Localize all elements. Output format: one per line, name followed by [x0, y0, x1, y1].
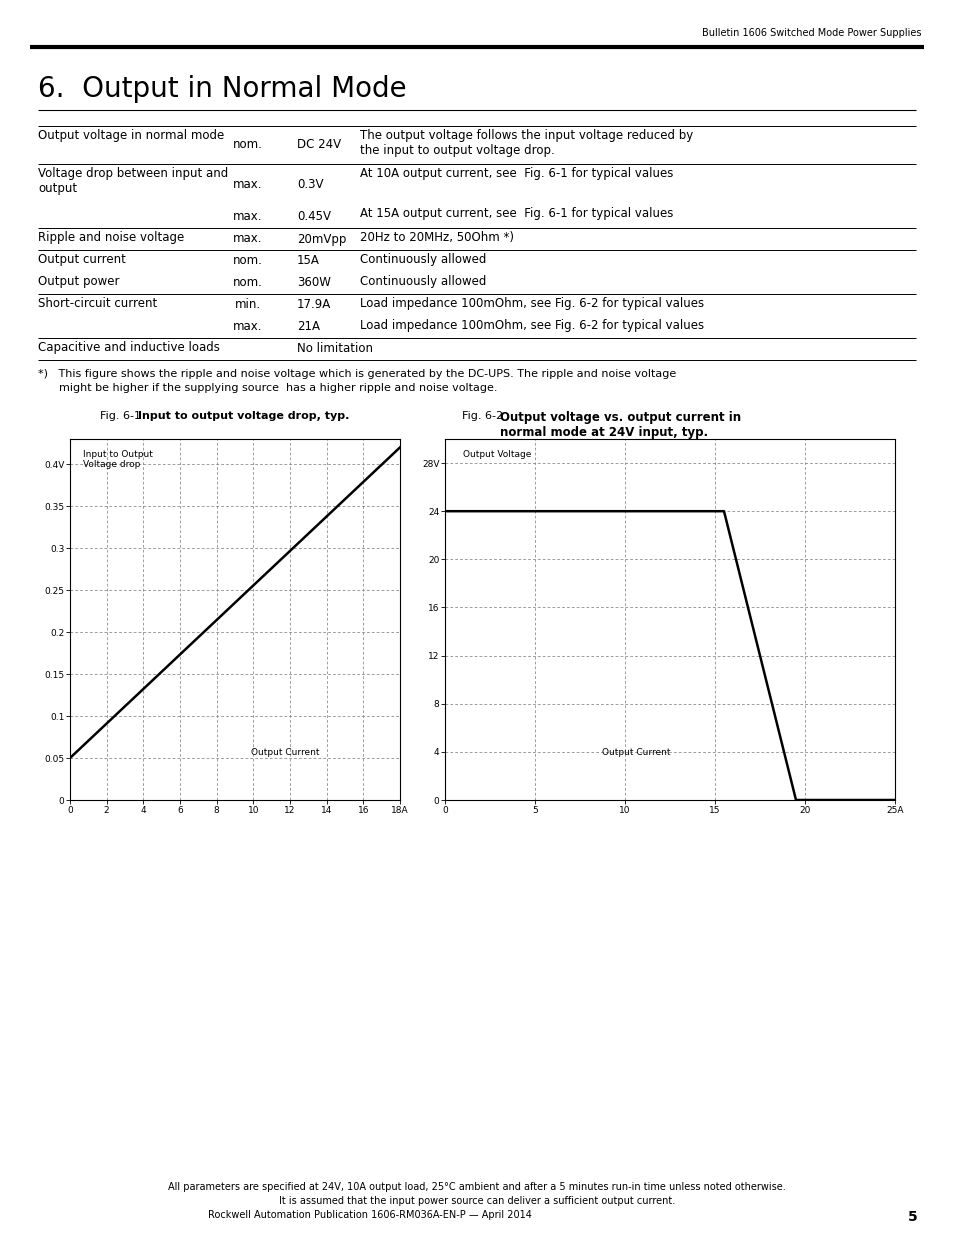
Text: Short-circuit current: Short-circuit current	[38, 296, 157, 310]
Text: nom.: nom.	[233, 277, 263, 289]
Text: 20Hz to 20MHz, 50Ohm *): 20Hz to 20MHz, 50Ohm *)	[359, 231, 514, 245]
Text: Voltage drop between input and
output: Voltage drop between input and output	[38, 167, 228, 195]
Text: min.: min.	[234, 299, 261, 311]
Text: Capacitive and inductive loads: Capacitive and inductive loads	[38, 341, 219, 354]
Text: Continuously allowed: Continuously allowed	[359, 275, 486, 288]
Text: 6.  Output in Normal Mode: 6. Output in Normal Mode	[38, 75, 406, 103]
Text: Output power: Output power	[38, 275, 119, 288]
Text: 0.45V: 0.45V	[296, 210, 331, 222]
Text: Fig. 6-1: Fig. 6-1	[100, 411, 148, 421]
Text: Input to Output
Voltage drop: Input to Output Voltage drop	[83, 450, 152, 469]
Text: Output voltage in normal mode: Output voltage in normal mode	[38, 128, 224, 142]
Text: Fig. 6-2: Fig. 6-2	[461, 411, 510, 421]
Text: All parameters are specified at 24V, 10A output load, 25°C ambient and after a 5: All parameters are specified at 24V, 10A…	[168, 1182, 785, 1192]
Text: DC 24V: DC 24V	[296, 138, 341, 152]
Text: 5: 5	[907, 1210, 917, 1224]
Text: *)   This figure shows the ripple and noise voltage which is generated by the DC: *) This figure shows the ripple and nois…	[38, 369, 676, 379]
Text: Output current: Output current	[38, 253, 126, 266]
Text: max.: max.	[233, 210, 262, 222]
Text: max.: max.	[233, 321, 262, 333]
Text: The output voltage follows the input voltage reduced by
the input to output volt: The output voltage follows the input vol…	[359, 128, 693, 157]
Text: At 15A output current, see  Fig. 6-1 for typical values: At 15A output current, see Fig. 6-1 for …	[359, 207, 673, 220]
Text: No limitation: No limitation	[296, 342, 373, 356]
Text: nom.: nom.	[233, 254, 263, 268]
Text: Output Voltage: Output Voltage	[462, 450, 531, 459]
Text: At 10A output current, see  Fig. 6-1 for typical values: At 10A output current, see Fig. 6-1 for …	[359, 167, 673, 180]
Text: It is assumed that the input power source can deliver a sufficient output curren: It is assumed that the input power sourc…	[278, 1195, 675, 1207]
Text: might be higher if the supplying source  has a higher ripple and noise voltage.: might be higher if the supplying source …	[38, 383, 497, 393]
Text: Load impedance 100mOhm, see Fig. 6-2 for typical values: Load impedance 100mOhm, see Fig. 6-2 for…	[359, 296, 703, 310]
Text: 21A: 21A	[296, 321, 319, 333]
Text: 360W: 360W	[296, 277, 331, 289]
Text: Output voltage vs. output current in
normal mode at 24V input, typ.: Output voltage vs. output current in nor…	[499, 411, 740, 438]
Text: Input to output voltage drop, typ.: Input to output voltage drop, typ.	[138, 411, 349, 421]
Text: Ripple and noise voltage: Ripple and noise voltage	[38, 231, 184, 245]
Text: 17.9A: 17.9A	[296, 299, 331, 311]
Text: Continuously allowed: Continuously allowed	[359, 253, 486, 266]
Text: Bulletin 1606 Switched Mode Power Supplies: Bulletin 1606 Switched Mode Power Suppli…	[701, 28, 921, 38]
Text: Output Current: Output Current	[602, 747, 670, 757]
Text: 15A: 15A	[296, 254, 319, 268]
Text: max.: max.	[233, 232, 262, 246]
Text: max.: max.	[233, 178, 262, 190]
Text: Output Current: Output Current	[252, 747, 319, 757]
Text: Rockwell Automation Publication 1606-RM036A-EN-P — April 2014: Rockwell Automation Publication 1606-RM0…	[208, 1210, 532, 1220]
Text: Load impedance 100mOhm, see Fig. 6-2 for typical values: Load impedance 100mOhm, see Fig. 6-2 for…	[359, 319, 703, 332]
Text: 20mVpp: 20mVpp	[296, 232, 346, 246]
Text: nom.: nom.	[233, 138, 263, 152]
Text: 0.3V: 0.3V	[296, 178, 323, 190]
